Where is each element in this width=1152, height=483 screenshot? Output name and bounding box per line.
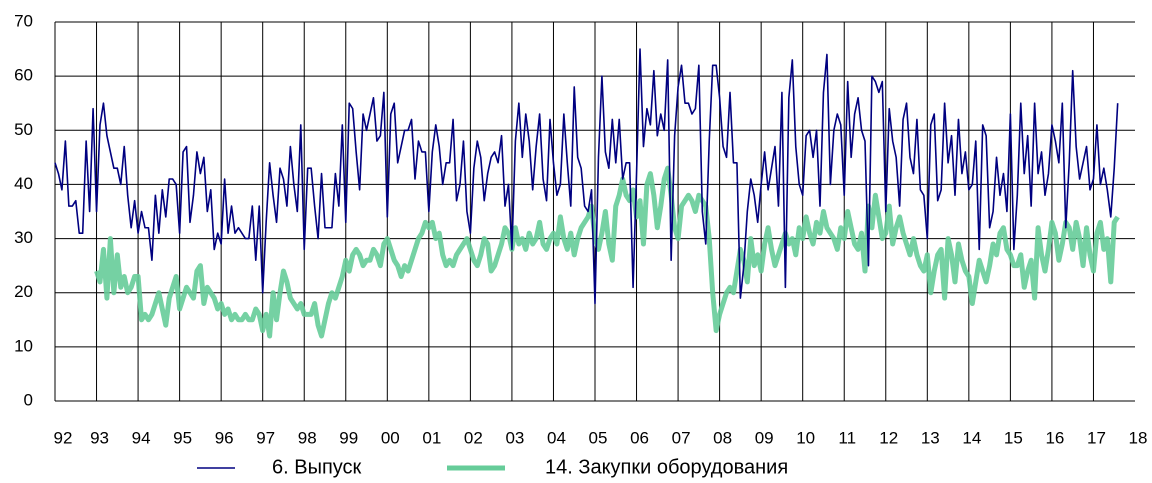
legend-label: 6. Выпуск (272, 456, 362, 478)
x-tick-label: 05 (589, 428, 608, 447)
x-tick-label: 14 (962, 428, 981, 447)
x-tick-label: 00 (381, 428, 400, 447)
x-tick-label: 09 (755, 428, 774, 447)
series-line (54, 48, 1119, 305)
x-tick-label: 10 (796, 428, 815, 447)
x-tick-label: 94 (132, 428, 151, 447)
y-tick-label: 70 (14, 11, 33, 30)
x-tick-label: 17 (1087, 428, 1106, 447)
x-tick-label: 99 (339, 428, 358, 447)
x-tick-label: 08 (713, 428, 732, 447)
x-tick-label: 01 (422, 428, 441, 447)
y-tick-label: 50 (14, 120, 33, 139)
y-tick-label: 10 (14, 336, 33, 355)
x-tick-label: 11 (838, 428, 856, 447)
x-tick-label: 04 (547, 428, 566, 447)
x-tick-label: 12 (879, 428, 898, 447)
y-tick-label: 60 (14, 66, 33, 85)
y-tick-label: 0 (24, 390, 33, 409)
x-tick-label: 93 (90, 428, 109, 447)
x-tick-label: 95 (173, 428, 192, 447)
x-tick-label: 07 (672, 428, 691, 447)
x-tick-label: 98 (298, 428, 317, 447)
x-tick-label: 15 (1004, 428, 1023, 447)
x-tick-label: 02 (464, 428, 483, 447)
x-tick-label: 18 (1129, 428, 1148, 447)
x-tick-label: 03 (505, 428, 524, 447)
y-tick-label: 20 (14, 282, 33, 301)
y-tick-label: 40 (14, 174, 33, 193)
x-tick-label: 96 (215, 428, 234, 447)
x-tick-label: 16 (1045, 428, 1064, 447)
x-tick-label: 13 (921, 428, 940, 447)
x-tick-label: 06 (630, 428, 649, 447)
series-line (94, 165, 1120, 339)
y-tick-label: 30 (14, 228, 33, 247)
x-tick-label: 97 (256, 428, 275, 447)
x-tick-label: 92 (54, 428, 73, 447)
legend-label: 14. Закупки оборудования (545, 456, 788, 478)
